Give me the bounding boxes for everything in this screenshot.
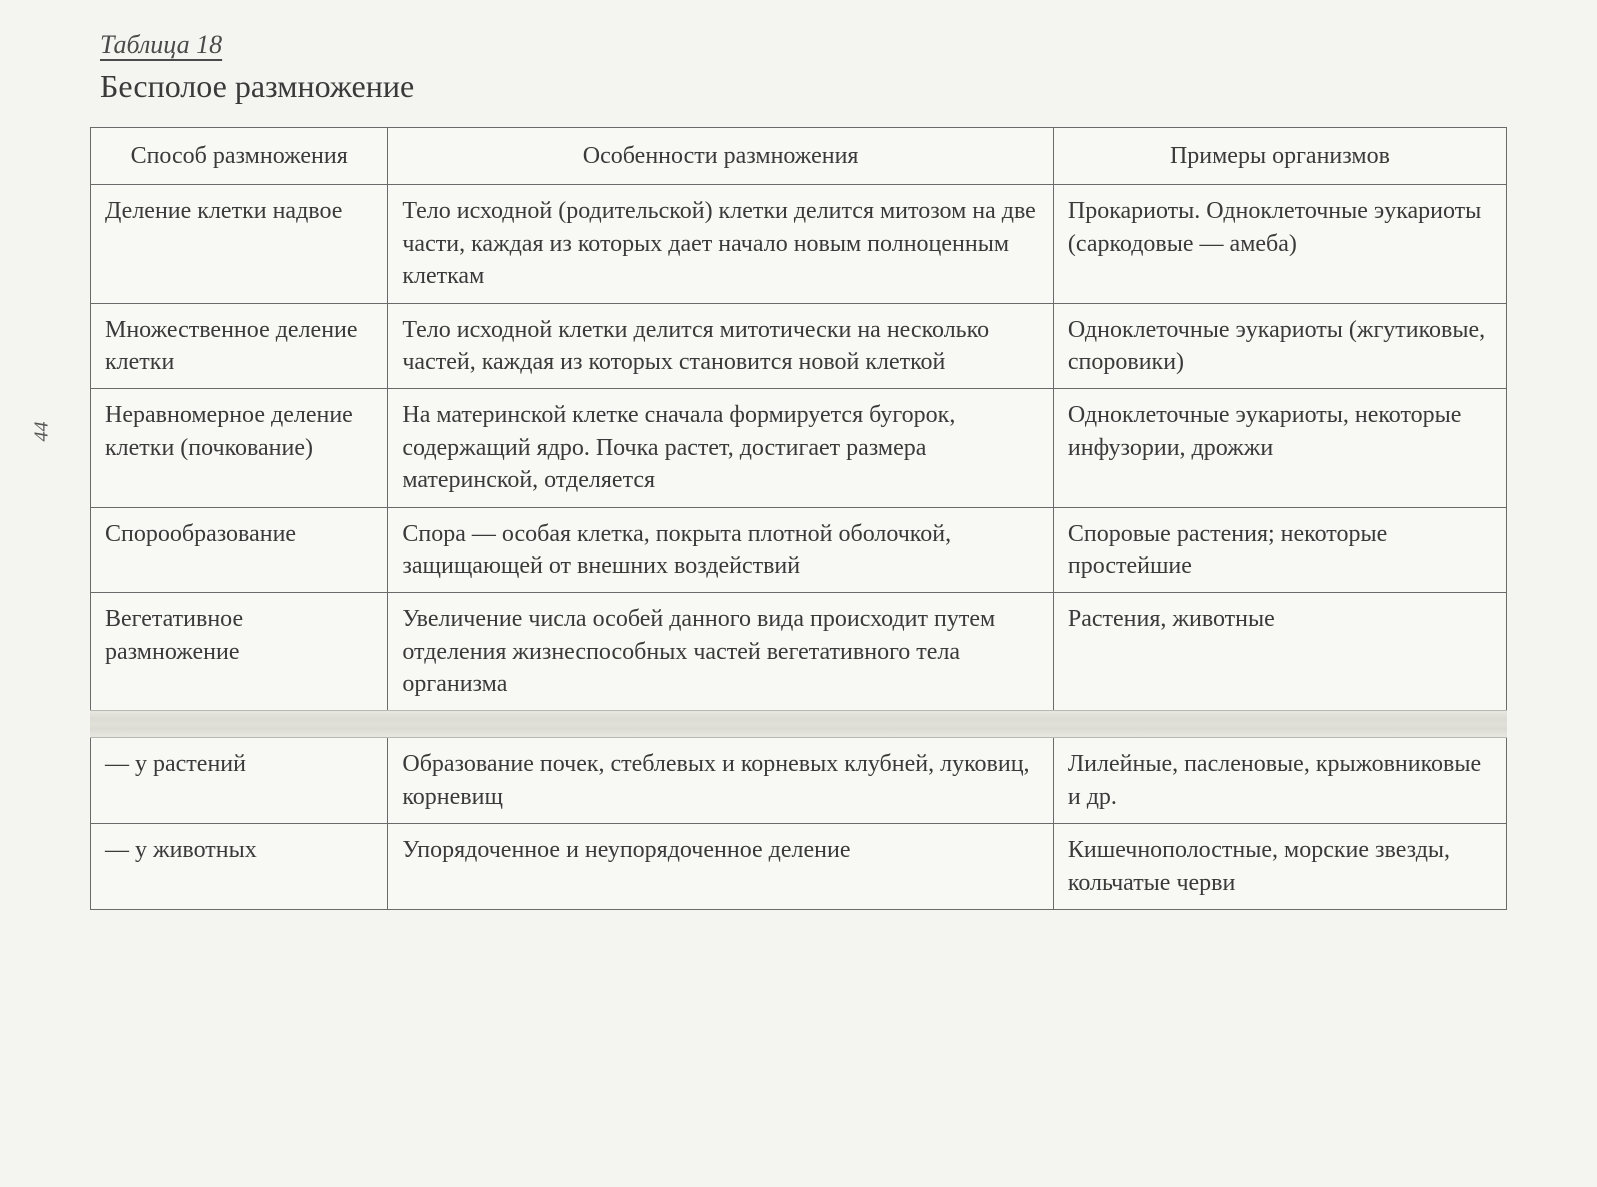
cell-method: — у растений (91, 738, 388, 824)
col-header-method: Способ размножения (91, 128, 388, 185)
cell-examples: Одноклеточные эукариоты (жгутиковые, спо… (1053, 303, 1506, 389)
cell-features: Тело исходной клетки делится митотически… (388, 303, 1054, 389)
table-wrapper: Способ размножения Особенности размножен… (90, 127, 1507, 910)
cell-method: Вегетативное размножение (91, 593, 388, 711)
table-row: — у животных Упорядоченное и неупорядоче… (91, 824, 1507, 910)
col-header-examples: Примеры организмов (1053, 128, 1506, 185)
cell-examples: Растения, животные (1053, 593, 1506, 711)
table-row: Множественное деление клетки Тело исходн… (91, 303, 1507, 389)
cell-examples: Лилейные, пасленовые, крыжовниковые и др… (1053, 738, 1506, 824)
table-row: Вегетативное размножение Увеличение числ… (91, 593, 1507, 711)
col-header-features: Особенности размножения (388, 128, 1054, 185)
cell-features: Образование почек, стеблевых и корневых … (388, 738, 1054, 824)
cell-examples: Кишечнополостные, морские звезды, кольча… (1053, 824, 1506, 910)
cell-method: Множественное деление клетки (91, 303, 388, 389)
document-page: 44 Таблица 18 Бесполое размножение Спосо… (0, 0, 1597, 940)
table-row: Неравномерное деление клетки (почкование… (91, 389, 1507, 507)
page-scan-gap (90, 710, 1507, 738)
cell-features: Тело исходной (родительской) клетки дели… (388, 185, 1054, 303)
cell-method: Деление клетки надвое (91, 185, 388, 303)
cell-method: — у животных (91, 824, 388, 910)
cell-features: Увеличение числа особей данного вида про… (388, 593, 1054, 711)
reproduction-table-bottom: — у растений Образование почек, стеблевы… (90, 737, 1507, 910)
table-header-row: Способ размножения Особенности размножен… (91, 128, 1507, 185)
cell-examples: Споровые растения; некоторые простейшие (1053, 507, 1506, 593)
table-row: — у растений Образование почек, стеблевы… (91, 738, 1507, 824)
table-row: Спорообразование Спора — особая клетка, … (91, 507, 1507, 593)
cell-examples: Одноклеточные эукариоты, некоторые инфуз… (1053, 389, 1506, 507)
table-row: Деление клетки надвое Тело исходной (род… (91, 185, 1507, 303)
cell-features: Спора — особая клетка, покрыта плотной о… (388, 507, 1054, 593)
page-number: 44 (31, 422, 54, 442)
cell-method: Неравномерное деление клетки (почкование… (91, 389, 388, 507)
table-label: Таблица 18 (100, 30, 1507, 60)
cell-examples: Прокариоты. Одноклеточные эукариоты (сар… (1053, 185, 1506, 303)
cell-features: На материнской клетке сначала формируетс… (388, 389, 1054, 507)
main-title: Бесполое размножение (100, 68, 1507, 105)
cell-features: Упорядоченное и неупорядоченное деление (388, 824, 1054, 910)
reproduction-table-top: Способ размножения Особенности размножен… (90, 127, 1507, 711)
cell-method: Спорообразование (91, 507, 388, 593)
